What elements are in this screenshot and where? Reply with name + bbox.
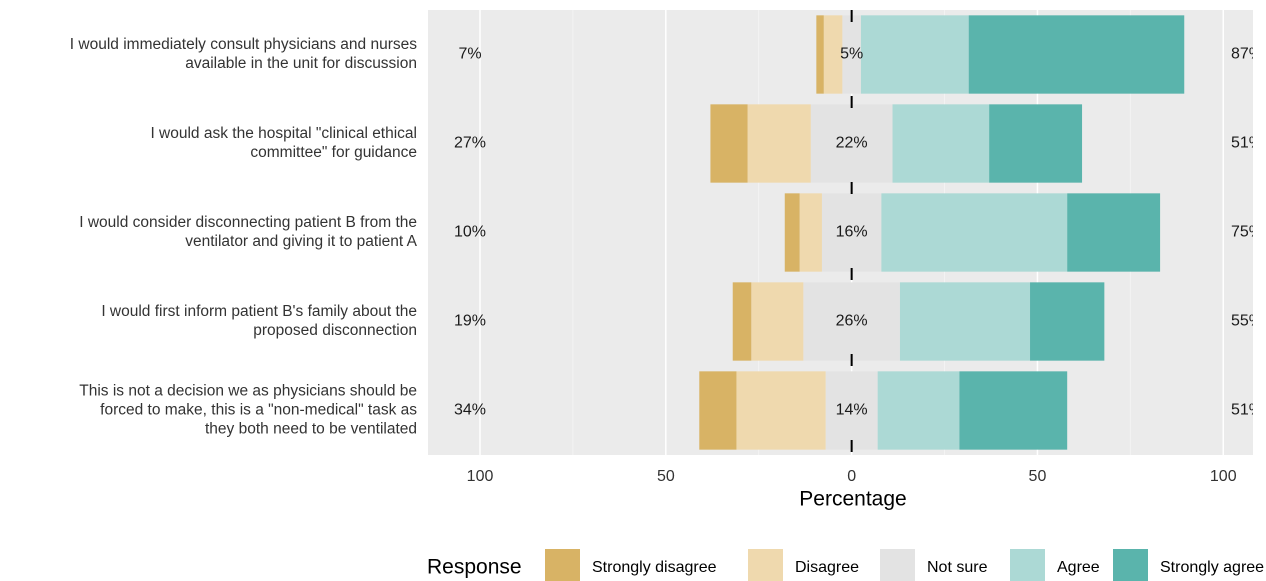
bar-segment	[968, 15, 1185, 94]
y-tick-label: ventilator and giving it to patient A	[185, 233, 417, 250]
bar-segment	[959, 371, 1068, 450]
bar-segment	[989, 104, 1083, 183]
bar-segment	[751, 282, 804, 361]
x-axis-title: Percentage	[799, 488, 906, 511]
center-label: 14%	[836, 402, 868, 419]
center-label: 22%	[836, 135, 868, 152]
y-tick-label: they both need to be ventilated	[205, 421, 417, 438]
bar-segment	[860, 15, 969, 94]
y-tick-label: This is not a decision we as physicians …	[79, 383, 417, 400]
legend-key	[545, 549, 580, 581]
y-tick-label: I would consider disconnecting patient B…	[79, 214, 417, 231]
legend-key	[880, 549, 915, 581]
center-label: 5%	[840, 46, 863, 63]
bar-segment	[732, 282, 752, 361]
legend-label: Agree	[1057, 559, 1100, 576]
bar-segment	[699, 371, 737, 450]
legend-key	[748, 549, 783, 581]
legend-title: Response	[427, 556, 522, 579]
bar-segment	[823, 15, 843, 94]
left-label: 7%	[458, 46, 481, 63]
left-label: 34%	[454, 402, 486, 419]
y-tick-label: I would first inform patient B's family …	[101, 303, 417, 320]
y-tick-label: I would ask the hospital "clinical ethic…	[150, 125, 417, 142]
x-tick-label: 0	[847, 468, 856, 485]
bar-segment	[881, 193, 1068, 272]
right-label: 87%	[1231, 46, 1263, 63]
legend-label: Disagree	[795, 559, 859, 576]
bar-segment	[799, 193, 822, 272]
bar-segment	[710, 104, 748, 183]
y-tick-label: proposed disconnection	[253, 322, 417, 339]
bar-segment	[899, 282, 1031, 361]
bar-segment	[736, 371, 826, 450]
legend-key	[1010, 549, 1045, 581]
right-label: 51%	[1231, 135, 1263, 152]
bar-segment	[825, 371, 878, 450]
bar-segment	[842, 15, 861, 94]
bar-segment	[816, 15, 824, 94]
bar-segment	[1030, 282, 1105, 361]
y-tick-label: committee" for guidance	[250, 144, 417, 161]
x-tick-label: 100	[467, 468, 494, 485]
x-tick-label: 100	[1210, 468, 1237, 485]
y-tick-label: forced to make, this is a "non-medical" …	[100, 402, 417, 419]
bar-segment	[821, 193, 882, 272]
right-label: 51%	[1231, 402, 1263, 419]
y-tick-label: I would immediately consult physicians a…	[70, 36, 417, 53]
center-label: 26%	[836, 313, 868, 330]
bar-segment	[892, 104, 990, 183]
legend-key	[1113, 549, 1148, 581]
bar-segment	[784, 193, 800, 272]
left-label: 27%	[454, 135, 486, 152]
legend-label: Strongly disagree	[592, 559, 717, 576]
y-tick-label: available in the unit for discussion	[185, 55, 417, 72]
bar-segment	[810, 104, 893, 183]
left-label: 10%	[454, 224, 486, 241]
right-label: 75%	[1231, 224, 1263, 241]
x-tick-label: 50	[1029, 468, 1047, 485]
center-label: 16%	[836, 224, 868, 241]
bar-segment	[1067, 193, 1161, 272]
right-label: 55%	[1231, 313, 1263, 330]
legend-label: Strongly agree	[1160, 559, 1264, 576]
bar-segment	[747, 104, 811, 183]
bar-segment	[803, 282, 900, 361]
legend-label: Not sure	[927, 559, 988, 576]
left-label: 19%	[454, 313, 486, 330]
x-tick-label: 50	[657, 468, 675, 485]
bar-segment	[877, 371, 960, 450]
